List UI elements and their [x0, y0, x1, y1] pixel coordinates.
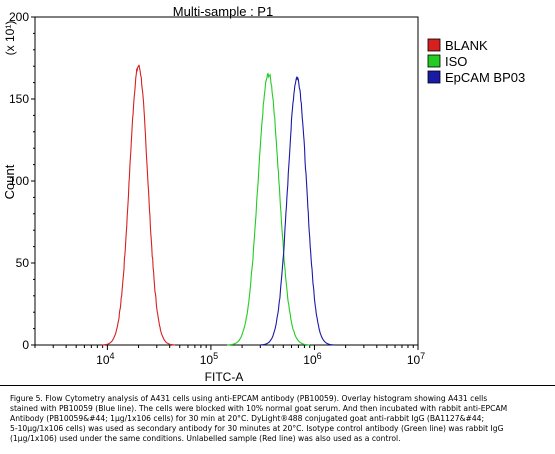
legend-swatch: [427, 38, 441, 52]
y-tick-label: 50: [16, 256, 30, 270]
figure-caption: Figure 5. Flow Cytometry analysis of A43…: [0, 385, 555, 454]
x-axis-label: FITC-A: [205, 370, 244, 384]
legend-label: BLANK: [445, 38, 488, 53]
x-tick-label: 104: [96, 351, 114, 367]
y-axis-label: Count: [2, 164, 17, 199]
series-curve-1: [227, 72, 310, 346]
flow-cytometry-histogram: Multi-sample : P1 0 50 100 150 200 104 105 106 1…: [2, 4, 525, 384]
y-tick-label: 0: [22, 338, 29, 352]
series-curve-2: [259, 76, 335, 346]
y-multiplier-label: (x 10¹): [3, 21, 17, 56]
legend-swatch: [427, 54, 441, 68]
legend-label: EpCAM BP03: [445, 70, 525, 85]
x-tick-label: 105: [200, 351, 218, 367]
histogram-curves: [102, 64, 335, 346]
x-tick-label: 107: [407, 351, 425, 367]
series-curve-0: [102, 64, 175, 346]
legend-swatch: [427, 70, 441, 84]
plot-frame: [34, 16, 419, 346]
y-tick-label: 150: [9, 92, 29, 106]
legend-label: ISO: [445, 54, 467, 69]
plot-axes: 0 50 100 150 200 104 105 106 107: [9, 10, 425, 367]
y-tick-label: 100: [9, 174, 29, 188]
chart-title: Multi-sample : P1: [173, 4, 273, 19]
x-tick-label: 106: [303, 351, 321, 367]
y-tick-label: 200: [9, 10, 29, 24]
